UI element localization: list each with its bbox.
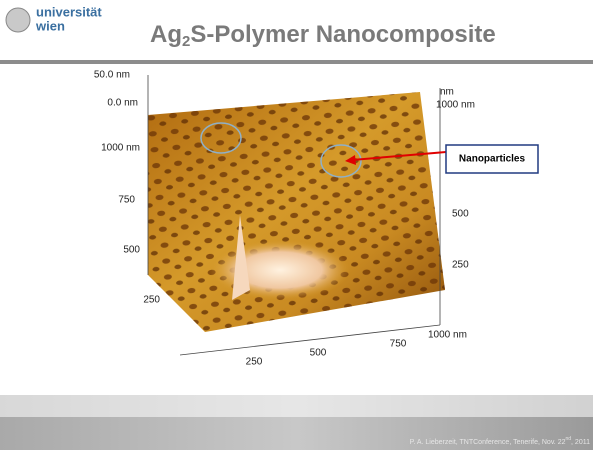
title-part: S-Polymer Nanocomposite xyxy=(190,21,495,48)
axis-label: 750 xyxy=(390,339,407,350)
logo-emblem xyxy=(5,7,31,33)
slide-title: Ag2S-Polymer Nanocomposite xyxy=(150,21,496,50)
axis-label: 500 xyxy=(452,209,469,220)
footer-part: P. A. Lieberzeit, TNTConference, Tenerif… xyxy=(410,439,566,446)
axis-label: 500 xyxy=(310,348,327,359)
afm-spike xyxy=(232,215,250,300)
annotation-label: Nanoparticles xyxy=(459,154,526,165)
axis-label: 1000 nm xyxy=(428,330,467,341)
logo-text: universität xyxy=(36,4,102,19)
axis-label: 1000 nm xyxy=(101,143,140,154)
axis-label: 250 xyxy=(452,260,469,271)
axis-label: nm xyxy=(440,87,454,98)
highlight-circle xyxy=(320,144,362,178)
footer-sup: nd xyxy=(565,436,571,442)
axis-label: 50.0 nm xyxy=(94,70,130,81)
axis-label: 250 xyxy=(143,295,160,306)
footer-part: , 2011 xyxy=(571,439,590,446)
logo-text: wien xyxy=(35,18,65,33)
axis-label: 0.0 nm xyxy=(107,98,138,109)
afm-ridge xyxy=(210,240,350,300)
footer-text: P. A. Lieberzeit, TNTConference, Tenerif… xyxy=(410,436,591,446)
highlight-circle xyxy=(200,122,242,154)
title-part: Ag xyxy=(150,21,182,48)
title-subscript: 2 xyxy=(182,33,190,50)
axis-label: 750 xyxy=(118,195,135,206)
footer-fade xyxy=(0,395,593,417)
header-bg xyxy=(0,0,593,62)
axis-line xyxy=(179,324,441,356)
axis-label: 500 xyxy=(123,245,140,256)
axis-label: 1000 nm xyxy=(436,100,475,111)
arrow xyxy=(351,151,447,161)
axis-label: 250 xyxy=(246,357,263,368)
arrow-head xyxy=(345,155,356,165)
annotation-box xyxy=(445,144,539,174)
header-rule xyxy=(0,60,593,64)
